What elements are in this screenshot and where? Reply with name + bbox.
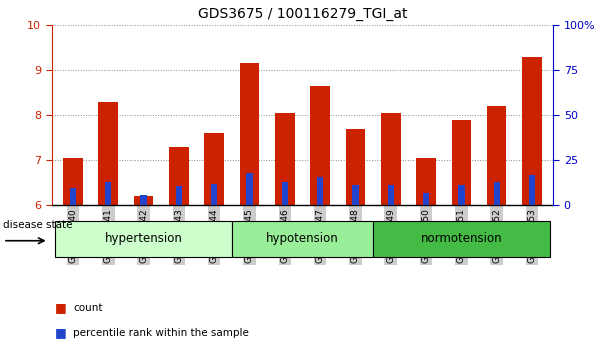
Bar bbox=[211, 184, 217, 205]
Bar bbox=[423, 193, 429, 205]
Bar bbox=[282, 182, 288, 205]
Text: hypertension: hypertension bbox=[105, 233, 182, 245]
Text: count: count bbox=[73, 303, 103, 313]
Bar bbox=[311, 86, 330, 205]
Bar bbox=[98, 102, 118, 205]
Text: hypotension: hypotension bbox=[266, 233, 339, 245]
Bar bbox=[353, 185, 359, 205]
Bar bbox=[487, 106, 506, 205]
Bar bbox=[275, 113, 294, 205]
Bar bbox=[105, 182, 111, 205]
Bar bbox=[55, 221, 232, 257]
Bar bbox=[169, 147, 188, 205]
Bar bbox=[494, 182, 500, 205]
Bar bbox=[317, 177, 323, 205]
Bar bbox=[204, 133, 224, 205]
Bar bbox=[529, 175, 535, 205]
Bar bbox=[388, 185, 394, 205]
Text: ■: ■ bbox=[55, 326, 66, 339]
Text: percentile rank within the sample: percentile rank within the sample bbox=[73, 328, 249, 338]
Title: GDS3675 / 100116279_TGI_at: GDS3675 / 100116279_TGI_at bbox=[198, 7, 407, 21]
Bar bbox=[63, 158, 83, 205]
Bar bbox=[140, 195, 147, 205]
Bar bbox=[70, 188, 76, 205]
Bar bbox=[373, 221, 550, 257]
Text: disease state: disease state bbox=[3, 220, 72, 230]
Bar bbox=[246, 173, 252, 205]
Bar bbox=[176, 186, 182, 205]
Bar bbox=[416, 158, 436, 205]
Bar bbox=[232, 221, 373, 257]
Text: normotension: normotension bbox=[421, 233, 502, 245]
Bar bbox=[381, 113, 401, 205]
Text: ■: ■ bbox=[55, 302, 66, 314]
Bar bbox=[240, 63, 259, 205]
Bar bbox=[522, 57, 542, 205]
Bar bbox=[458, 185, 465, 205]
Bar bbox=[134, 196, 153, 205]
Bar bbox=[346, 129, 365, 205]
Bar bbox=[452, 120, 471, 205]
